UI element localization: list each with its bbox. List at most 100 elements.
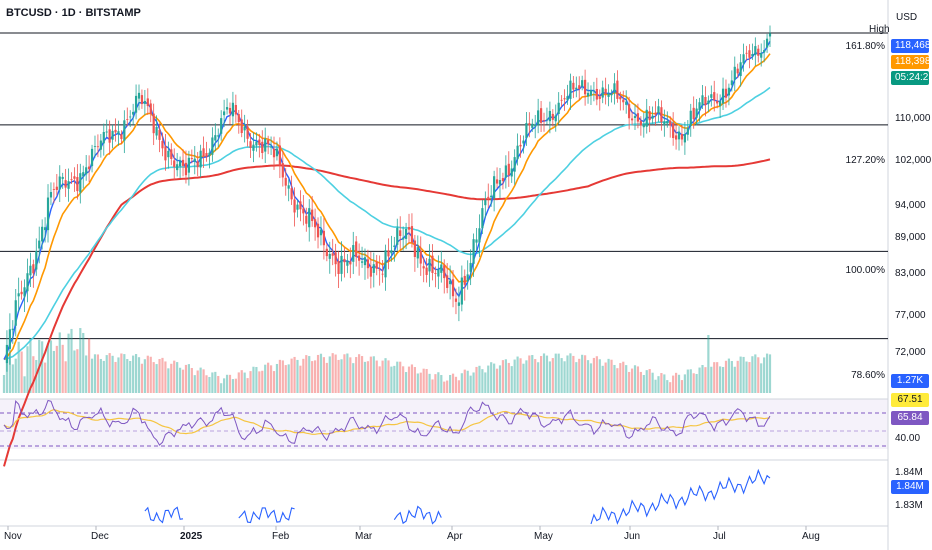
volume-bar (425, 368, 428, 393)
candle-body (187, 157, 190, 173)
volume-bar (190, 368, 193, 393)
candle-body (396, 227, 399, 245)
candle-body (507, 163, 510, 176)
volume-bar (43, 362, 47, 393)
candle-body (622, 99, 625, 103)
volume-bar (469, 375, 472, 393)
candle-body (463, 275, 466, 285)
volume-bar (267, 362, 270, 393)
symbol-title[interactable]: BTCUSD · 1D · BITSTAMP (6, 7, 141, 19)
candle-body (23, 287, 26, 297)
candle-body (490, 195, 493, 198)
candle-body (390, 250, 393, 254)
candle-body (358, 255, 361, 261)
volume-bar (525, 360, 528, 393)
candle-body (431, 255, 434, 273)
volume-bar (560, 358, 563, 393)
volume-bar (566, 355, 569, 393)
volume-bar (52, 350, 55, 393)
volume-bar (581, 354, 584, 393)
volume-bar (70, 328, 73, 393)
volume-bar (196, 370, 199, 393)
time-axis-label: Feb (272, 531, 290, 542)
candle-body (745, 52, 748, 54)
candle-body (554, 115, 557, 122)
candle-body (528, 123, 531, 126)
candle-body (52, 189, 55, 190)
volume-bar (387, 360, 390, 393)
candle-body (689, 110, 692, 126)
volume-bar (187, 364, 190, 393)
candle-body (628, 104, 631, 119)
candle-body (763, 50, 766, 53)
candle-body (651, 115, 654, 119)
candle-body (513, 157, 516, 172)
candle-body (272, 148, 276, 158)
volume-bar (748, 362, 751, 393)
candle-body (672, 122, 675, 139)
candle-body (134, 95, 138, 113)
currency-label[interactable]: USD (896, 12, 918, 23)
volume-bar (410, 364, 414, 393)
volume-bar (466, 370, 469, 393)
volume-bar (413, 367, 416, 393)
candle-body (531, 123, 534, 128)
volume-bar (516, 356, 519, 393)
obv-line (238, 507, 295, 524)
candle-body (443, 265, 446, 279)
candle-body (178, 160, 182, 167)
volume-bar (140, 363, 144, 393)
candle-body (701, 95, 704, 106)
candle-body (402, 237, 405, 240)
candle-body (70, 179, 73, 181)
volume-bar (299, 365, 302, 393)
volume-bar (754, 354, 757, 393)
volume-bar (402, 366, 405, 393)
volume-bar (20, 351, 23, 393)
candle-body (158, 129, 161, 140)
candle-body (716, 100, 719, 104)
candle-body (58, 176, 61, 190)
candle-body (249, 141, 252, 148)
volume-bar (460, 373, 463, 393)
volume-bar (454, 376, 458, 393)
volume-bar (134, 354, 138, 393)
candle-body (225, 107, 229, 110)
volume-bar (510, 366, 513, 393)
candle-body (5, 344, 9, 364)
volume-bar (358, 354, 361, 393)
candle-body (102, 132, 105, 144)
volume-bar (472, 372, 475, 393)
candle-body (754, 46, 757, 56)
volume-bar (252, 366, 255, 393)
volume-bar (381, 360, 384, 393)
volume-bar (434, 374, 437, 393)
price-scale-label: 110,000 (895, 113, 931, 124)
candle-body (404, 229, 408, 239)
volume-bar (745, 361, 748, 393)
candle-body (501, 178, 505, 182)
volume-bar (443, 381, 446, 393)
candle-body (698, 102, 701, 111)
volume-bar (504, 359, 507, 393)
candle-body (613, 83, 616, 94)
volume-bar (228, 374, 232, 393)
volume-bar (96, 354, 100, 393)
volume-bar (616, 368, 619, 393)
volume-bar (422, 368, 425, 393)
candle-body (246, 126, 249, 139)
volume-bar (176, 362, 179, 393)
candle-body (410, 226, 414, 243)
volume-bar (451, 373, 455, 393)
candle-body (551, 113, 554, 120)
volume-bar (689, 369, 692, 393)
price-scale-label: 77,000 (895, 310, 926, 321)
volume-bar (542, 353, 546, 393)
volume-bar (23, 376, 26, 393)
volume-bar (628, 371, 631, 393)
candle-body (49, 192, 53, 198)
volume-bar (193, 375, 196, 393)
candle-body (542, 119, 546, 121)
volume-bar (184, 364, 188, 393)
